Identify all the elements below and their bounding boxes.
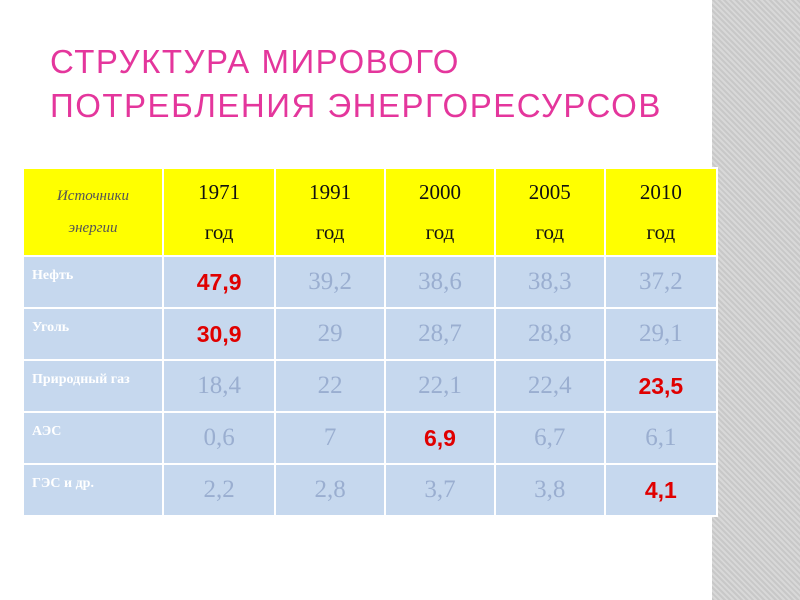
header-cell: 2010 год xyxy=(603,167,719,257)
value-cell: 0,6 xyxy=(161,411,277,465)
header-text: 2005 xyxy=(528,180,571,204)
value-cell: 6,9 xyxy=(384,411,496,465)
value-cell: 4,1 xyxy=(603,463,719,517)
header-cell: 1991 год xyxy=(274,167,387,257)
value-cell: 7 xyxy=(274,411,387,465)
value-cell: 29,1 xyxy=(603,307,719,361)
header-cell: Источники энергии xyxy=(22,167,164,257)
header-text: 1971 xyxy=(198,180,241,204)
value-cell: 37,2 xyxy=(603,255,719,309)
value-cell: 22,1 xyxy=(384,359,496,413)
row-label: АЭС xyxy=(22,411,164,465)
value-cell: 29 xyxy=(274,307,387,361)
value-cell: 6,1 xyxy=(603,411,719,465)
row-label: Природный газ xyxy=(22,359,164,413)
table-row: Уголь 30,9 29 28,7 28,8 29,1 xyxy=(22,307,719,361)
table-row: ГЭС и др. 2,2 2,8 3,7 3,8 4,1 xyxy=(22,463,719,517)
value-cell: 23,5 xyxy=(603,359,719,413)
header-cell: 2005 год xyxy=(493,167,606,257)
energy-table: Источники энергии 1971 год 1991 год 2000 год 200… xyxy=(22,167,719,517)
header-cell: 2000 год xyxy=(384,167,496,257)
value-cell: 47,9 xyxy=(161,255,277,309)
header-text: энергии xyxy=(68,220,118,236)
slide-title: СТРУКТУРА МИРОВОГО ПОТРЕБЛЕНИЯ ЭНЕРГОРЕС… xyxy=(50,40,662,128)
value-cell: 18,4 xyxy=(161,359,277,413)
header-text: Источники xyxy=(56,188,130,204)
value-cell: 38,3 xyxy=(493,255,606,309)
value-cell: 3,7 xyxy=(384,463,496,517)
header-text: 2000 xyxy=(418,180,461,204)
row-label: ГЭС и др. xyxy=(22,463,164,517)
value-cell: 22,4 xyxy=(493,359,606,413)
table-row: Природный газ 18,4 22 22,1 22,4 23,5 xyxy=(22,359,719,413)
value-cell: 28,8 xyxy=(493,307,606,361)
value-cell: 30,9 xyxy=(161,307,277,361)
header-text: 1991 xyxy=(309,180,352,204)
row-label: Нефть xyxy=(22,255,164,309)
header-text: год xyxy=(204,220,234,244)
header-text: год xyxy=(425,220,455,244)
table-body: Нефть 47,9 39,2 38,6 38,3 37,2 Уголь 30,9 29 28,7… xyxy=(22,255,719,517)
value-cell: 3,8 xyxy=(493,463,606,517)
title-line: СТРУКТУРА МИРОВОГО xyxy=(50,43,460,80)
header-cell: 1971 год xyxy=(161,167,277,257)
header-row: Источники энергии 1971 год 1991 год 2000 год 200… xyxy=(22,167,719,257)
value-cell: 22 xyxy=(274,359,387,413)
title-line: ПОТРЕБЛЕНИЯ ЭНЕРГОРЕСУРСОВ xyxy=(50,87,662,124)
value-cell: 2,8 xyxy=(274,463,387,517)
header-text: год xyxy=(315,220,345,244)
header-text: 2010 xyxy=(639,180,682,204)
value-cell: 2,2 xyxy=(161,463,277,517)
header-text: год xyxy=(646,220,676,244)
value-cell: 38,6 xyxy=(384,255,496,309)
header-text: год xyxy=(535,220,565,244)
side-stripe xyxy=(712,0,800,600)
table-row: Нефть 47,9 39,2 38,6 38,3 37,2 xyxy=(22,255,719,309)
table-row: АЭС 0,6 7 6,9 6,7 6,1 xyxy=(22,411,719,465)
value-cell: 6,7 xyxy=(493,411,606,465)
value-cell: 39,2 xyxy=(274,255,387,309)
row-label: Уголь xyxy=(22,307,164,361)
value-cell: 28,7 xyxy=(384,307,496,361)
